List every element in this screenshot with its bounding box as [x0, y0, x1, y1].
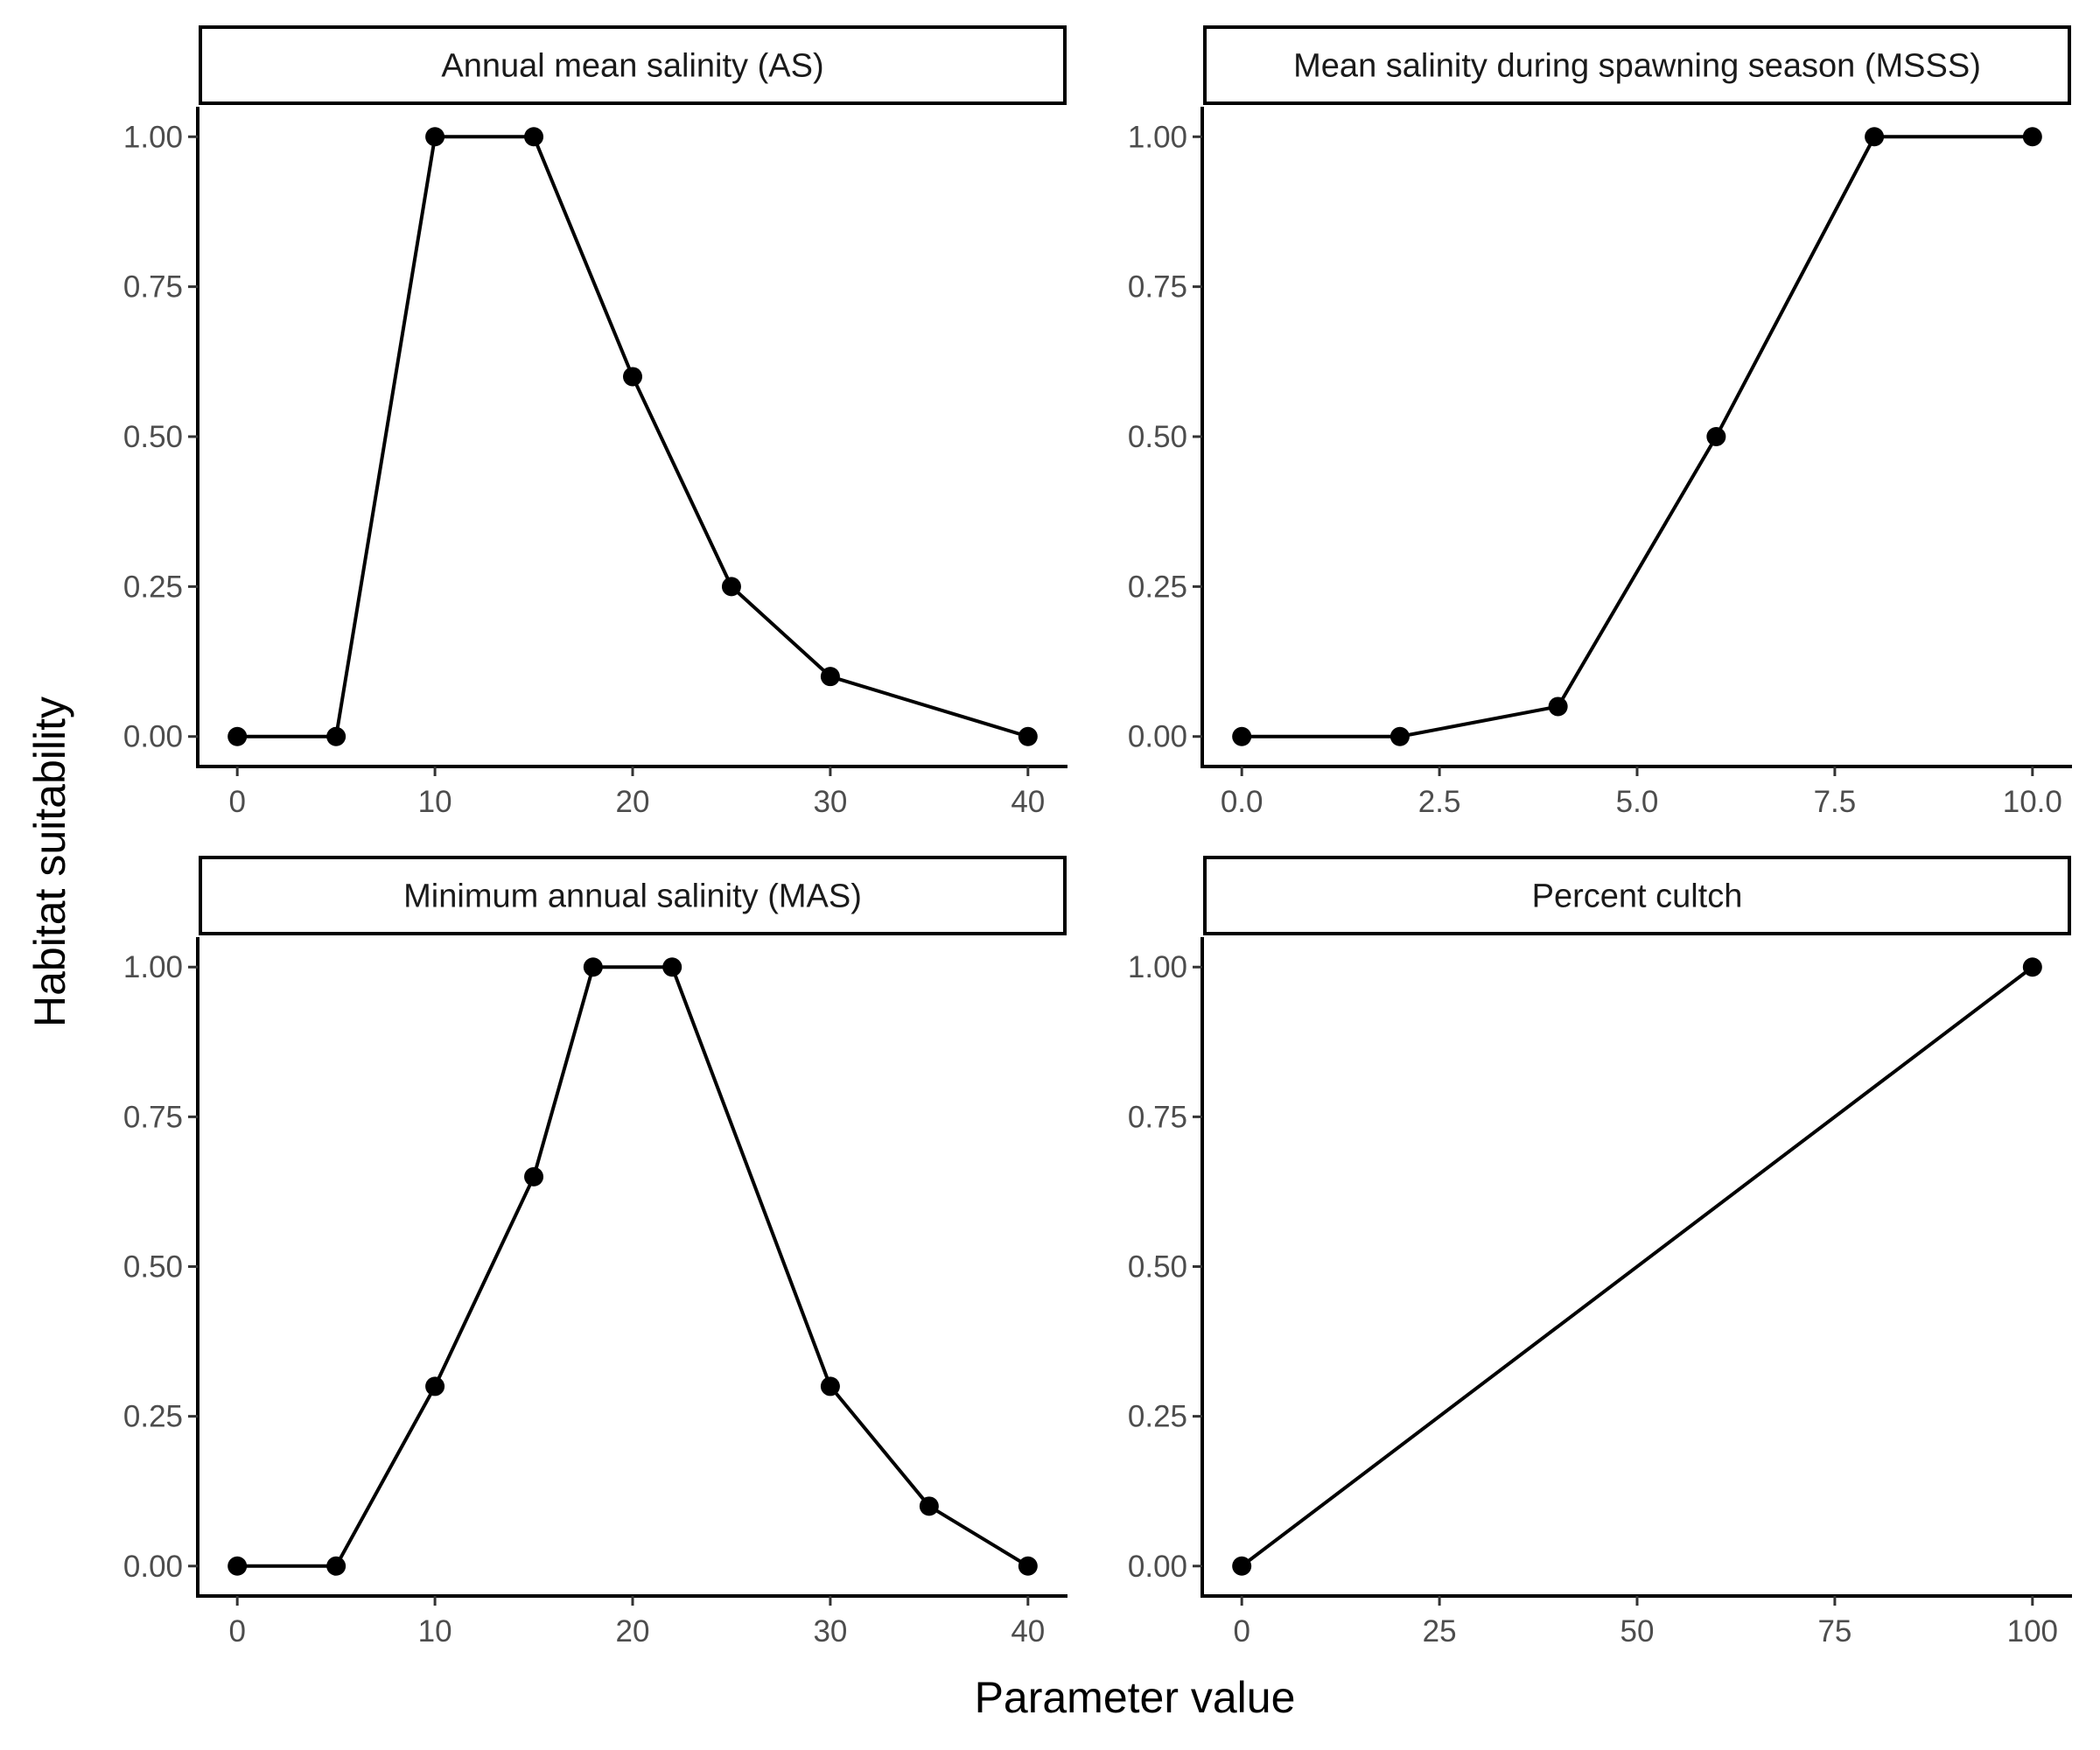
y-tick-label: 1.00 — [123, 950, 183, 984]
x-tick-label: 40 — [1011, 785, 1045, 819]
x-tick-label: 5.0 — [1616, 785, 1659, 819]
data-point — [1232, 726, 1252, 746]
data-point — [919, 1496, 939, 1516]
y-tick-label: 0.00 — [123, 720, 183, 754]
data-point — [820, 667, 840, 687]
y-tick-label: 0.50 — [123, 1250, 183, 1284]
y-tick-label: 0.25 — [123, 1400, 183, 1434]
data-point — [228, 1556, 248, 1576]
data-point — [583, 957, 603, 977]
data-point — [524, 127, 544, 147]
data-point — [1865, 127, 1885, 147]
facet-title: Mean salinity during spawning season (MS… — [1293, 48, 1981, 85]
data-point — [1018, 726, 1038, 746]
data-point — [1232, 1556, 1252, 1576]
y-tick-label: 0.00 — [1128, 720, 1187, 754]
y-tick-label: 0.25 — [1128, 1400, 1187, 1434]
facet-strip — [199, 856, 1067, 935]
y-tick-label: 0.50 — [123, 420, 183, 454]
series-line — [1240, 965, 2034, 1568]
facet-panel-2: Mean salinity during spawning season (MS… — [1128, 25, 2072, 819]
data-point — [721, 577, 741, 597]
x-tick-label: 10 — [418, 785, 452, 819]
facet-title: Annual mean salinity (AS) — [441, 48, 823, 85]
x-axis-title: Parameter value — [975, 1673, 1296, 1722]
x-tick-label: 2.5 — [1418, 785, 1461, 819]
facet-title: Minimum annual salinity (MAS) — [403, 878, 862, 915]
y-axis-title: Habitat suitability — [25, 696, 74, 1027]
x-tick-label: 0 — [1233, 1614, 1250, 1648]
data-point — [326, 726, 346, 746]
y-tick-label: 0.75 — [1128, 270, 1187, 304]
facet-strip — [1203, 25, 2071, 105]
facet-panel-1: Annual mean salinity (AS) 0.00 0.25 0.50 0.7… — [123, 25, 1068, 819]
y-tick-label: 0.50 — [1128, 1250, 1187, 1284]
y-tick-label: 0.00 — [1128, 1550, 1187, 1584]
x-tick-label: 40 — [1011, 1614, 1045, 1648]
facet-strip — [199, 25, 1067, 105]
data-point — [326, 1556, 346, 1576]
facet-panel-3: Minimum annual salinity (MAS) 0.00 0.25 0.5… — [123, 856, 1068, 1648]
data-point — [425, 127, 445, 147]
x-tick-label: 100 — [2007, 1614, 2058, 1648]
data-point — [1706, 427, 1726, 446]
facet-title: Percent cultch — [1532, 878, 1743, 915]
x-tick-label: 10 — [418, 1614, 452, 1648]
data-point — [524, 1166, 544, 1186]
series-line — [237, 965, 1029, 1568]
data-point — [1548, 696, 1568, 717]
y-tick-label: 0.50 — [1128, 420, 1187, 454]
x-tick-label: 0 — [228, 1614, 245, 1648]
x-tick-label: 30 — [813, 785, 847, 819]
data-point — [662, 957, 682, 977]
data-point — [2022, 957, 2042, 977]
facet-panel-4: Percent cultch 0.00 0.25 0.50 0.75 1.00 0 25 50 7… — [1128, 856, 2072, 1648]
series-line — [1242, 135, 2033, 738]
y-tick-label: 1.00 — [1128, 950, 1187, 984]
data-point — [623, 367, 642, 387]
y-tick-label: 1.00 — [1128, 120, 1187, 154]
x-tick-label: 7.5 — [1814, 785, 1857, 819]
facet-strip — [1203, 856, 2071, 935]
y-tick-label: 0.75 — [1128, 1100, 1187, 1134]
x-tick-label: 0.0 — [1221, 785, 1264, 819]
x-tick-label: 20 — [616, 785, 650, 819]
y-tick-label: 0.25 — [1128, 570, 1187, 604]
x-tick-label: 75 — [1817, 1614, 1852, 1648]
x-tick-label: 20 — [616, 1614, 650, 1648]
x-tick-label: 30 — [813, 1614, 847, 1648]
data-point — [2022, 127, 2042, 147]
x-tick-label: 50 — [1620, 1614, 1655, 1648]
data-point — [1018, 1556, 1038, 1576]
x-tick-label: 25 — [1423, 1614, 1457, 1648]
y-tick-label: 1.00 — [123, 120, 183, 154]
y-tick-label: 0.25 — [123, 570, 183, 604]
y-tick-label: 0.00 — [123, 1550, 183, 1584]
x-tick-label: 0 — [228, 785, 245, 819]
y-tick-label: 0.75 — [123, 1100, 183, 1134]
data-point — [820, 1376, 840, 1396]
y-tick-label: 0.75 — [123, 270, 183, 304]
x-tick-label: 10.0 — [2003, 785, 2062, 819]
series-line — [237, 135, 1029, 738]
data-point — [228, 726, 248, 746]
data-point — [425, 1376, 445, 1396]
data-point — [1390, 726, 1410, 746]
